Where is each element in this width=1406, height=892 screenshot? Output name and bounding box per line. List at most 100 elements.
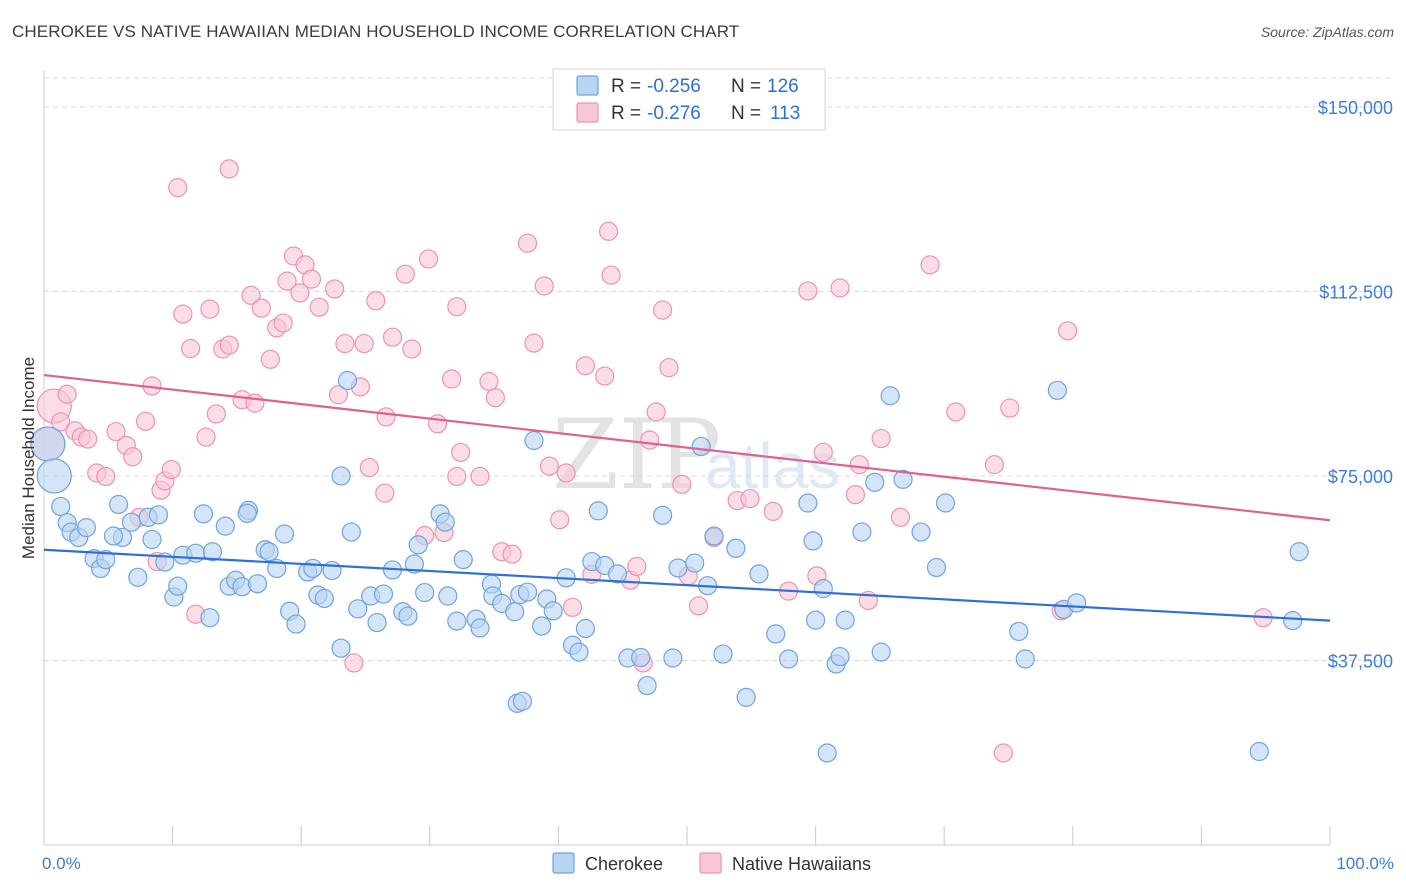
- series-cherokee-points: [30, 370, 1309, 763]
- x-tick-label-max: 100.0%: [1336, 854, 1394, 873]
- cherokee-point: [766, 624, 786, 644]
- cherokee-point: [1015, 649, 1035, 669]
- native-hawaiian-point: [427, 414, 448, 434]
- cherokee-point: [142, 529, 162, 550]
- native-hawaiian-point: [517, 233, 538, 253]
- native-hawaiian-point: [135, 411, 156, 431]
- native-hawaiian-point: [106, 422, 126, 442]
- native-hawaiian-point: [96, 466, 116, 487]
- cherokee-point: [453, 550, 473, 570]
- cherokee-point: [803, 531, 823, 551]
- cherokee-point: [575, 618, 596, 639]
- watermark-atlas: atlas: [705, 430, 840, 502]
- x-ticks: [43, 826, 1331, 845]
- native-hawaiian-point: [740, 488, 760, 509]
- native-hawaiian-point: [871, 428, 891, 449]
- legend-r-value-native-hawaiians: -0.276: [647, 103, 701, 124]
- native-hawaiian-point: [273, 313, 293, 333]
- cherokee-point: [193, 504, 214, 524]
- native-hawaiian-point: [562, 597, 583, 617]
- native-hawaiian-point: [290, 283, 310, 303]
- native-hawaiian-point: [798, 281, 818, 301]
- cherokee-point: [805, 610, 826, 630]
- cherokee-point: [96, 550, 116, 570]
- cherokee-point: [736, 687, 756, 707]
- native-hawaiian-point: [447, 297, 467, 317]
- cherokee-point: [202, 542, 223, 562]
- cherokee-point: [524, 430, 544, 451]
- native-hawaiian-point: [984, 455, 1004, 475]
- cherokee-point: [108, 494, 129, 515]
- cherokee-point: [348, 599, 368, 619]
- native-hawaiian-point: [206, 404, 226, 424]
- bottom-legend-swatch-native-hawaiians: [699, 852, 722, 874]
- native-hawaiian-point: [640, 430, 660, 450]
- cherokee-point: [1283, 611, 1303, 631]
- cherokee-point: [512, 691, 532, 711]
- native-hawaiian-point: [51, 412, 71, 432]
- native-hawaiian-point: [1058, 321, 1078, 341]
- bottom-legend-swatch-cherokee: [552, 852, 575, 874]
- native-hawaiian-point: [359, 457, 379, 478]
- native-hawaiian-point: [672, 474, 692, 494]
- native-hawaiian-point: [260, 349, 280, 369]
- cherokee-point: [148, 505, 169, 525]
- watermark-zip: ZIP: [552, 399, 721, 511]
- cherokee-point: [893, 469, 913, 489]
- native-hawaiian-point: [325, 279, 345, 299]
- native-hawaiian-point: [524, 333, 544, 353]
- cherokee-point: [835, 610, 855, 630]
- cherokee-point: [447, 611, 467, 631]
- cherokee-point: [871, 642, 891, 662]
- native-hawaiian-point: [993, 743, 1013, 763]
- gridlines: [44, 77, 1392, 661]
- native-hawaiian-point: [627, 556, 647, 577]
- native-hawaiian-point: [845, 485, 866, 505]
- legend-n-value-cherokee: 126: [767, 76, 799, 97]
- cherokee-point: [543, 601, 563, 621]
- native-hawaiian-point: [335, 333, 355, 354]
- cherokee-point: [259, 542, 279, 562]
- cherokee-point: [435, 512, 455, 532]
- cherokee-point: [569, 642, 589, 662]
- cherokee-point: [517, 582, 538, 602]
- legend-swatch-native-hawaiians: [576, 102, 599, 123]
- cherokee-point: [274, 524, 295, 544]
- native-hawaiian-point: [354, 333, 374, 354]
- native-hawaiian-point: [395, 264, 415, 284]
- native-hawaiian-point: [161, 459, 181, 480]
- cherokee-point: [713, 644, 733, 664]
- cherokee-point: [852, 522, 872, 542]
- bottom-legend: Cherokee Native Hawaiians: [552, 852, 871, 874]
- cherokee-point: [880, 386, 900, 406]
- cherokee-point: [726, 538, 746, 558]
- native-hawaiian-point: [219, 335, 239, 355]
- bottom-legend-label-native-hawaiians: Native Hawaiians: [732, 854, 871, 874]
- native-hawaiian-point: [920, 255, 940, 275]
- cherokee-point: [588, 501, 608, 521]
- native-hawaiian-point: [168, 178, 188, 198]
- cherokee-point: [1047, 380, 1067, 400]
- legend-n-label-native-hawaiians: N =: [731, 103, 761, 124]
- series-native-hawaiians-points: [30, 159, 1273, 763]
- y-tick-label: $75,000: [1328, 467, 1393, 487]
- cherokee-point: [663, 648, 683, 668]
- cherokee-point: [337, 370, 358, 391]
- native-hawaiian-point: [470, 466, 490, 487]
- native-hawaiian-point: [556, 463, 576, 483]
- native-hawaiian-point: [328, 385, 349, 405]
- legend-box: R = -0.256 N = 126 R = -0.276 N = 113: [552, 68, 826, 131]
- native-hawaiian-point: [245, 393, 265, 413]
- cherokee-point: [303, 558, 323, 579]
- cherokee-point: [1067, 593, 1087, 613]
- cherokee-point: [1289, 542, 1309, 562]
- native-hawaiian-point: [418, 249, 439, 269]
- native-hawaiian-point: [652, 300, 673, 320]
- cherokee-point: [631, 647, 651, 668]
- native-hawaiian-point: [309, 297, 329, 317]
- cherokee-point: [103, 526, 124, 546]
- y-axis-title: Median Household Income: [19, 357, 38, 559]
- cherokee-point: [215, 516, 235, 536]
- native-hawaiian-point: [485, 388, 505, 408]
